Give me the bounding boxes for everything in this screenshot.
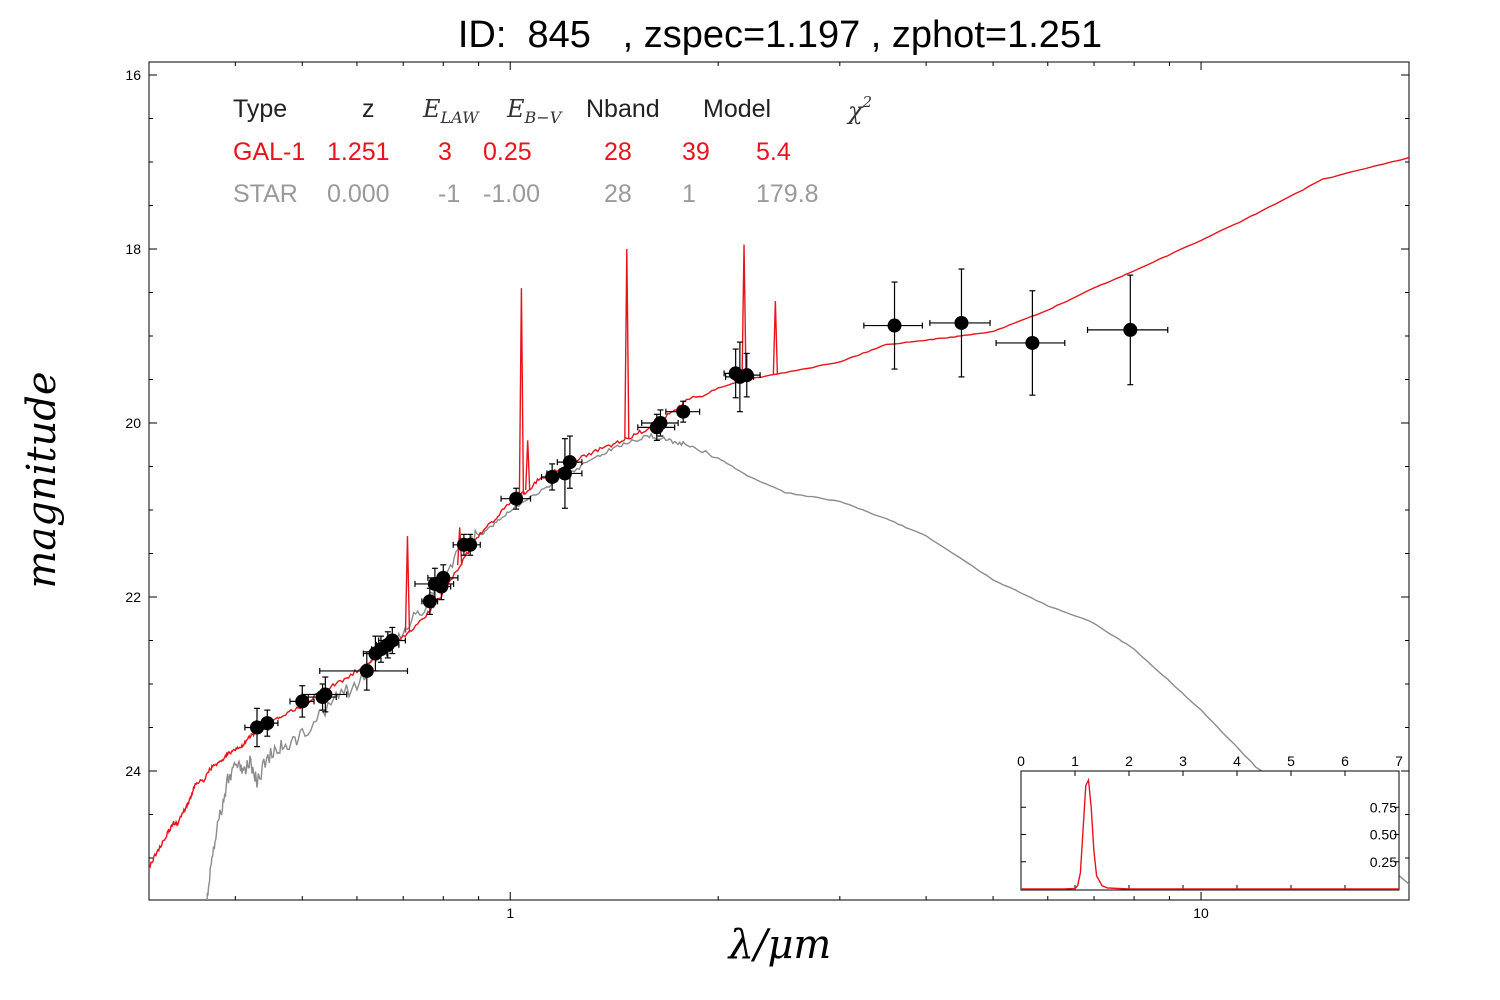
data-marker — [653, 416, 668, 430]
axis-ticks — [149, 62, 1410, 900]
photometry-point — [500, 487, 532, 510]
emission-line — [624, 248, 630, 439]
data-marker — [562, 455, 577, 470]
inset-x-tick-label: 0 — [1017, 753, 1025, 769]
photometry-point — [255, 709, 279, 737]
table-cell-type: STAR — [233, 180, 298, 208]
data-marker — [359, 663, 374, 678]
table-header-elaw: ELAW — [422, 95, 480, 127]
photometry-point — [732, 352, 761, 398]
table-cell-model: 1 — [682, 180, 696, 208]
photometry-point — [378, 626, 406, 655]
emission-line — [456, 527, 463, 566]
inset-x-tick-label: 6 — [1341, 753, 1349, 769]
photometry-point — [929, 268, 991, 378]
table-cell-ebv: 0.25 — [483, 138, 532, 166]
data-marker — [260, 716, 275, 731]
table-header-chi2: χ2 — [846, 93, 872, 125]
x-axis-label: λ/μm — [727, 922, 832, 968]
data-marker — [954, 315, 969, 330]
photometry-point — [427, 564, 459, 592]
y-tick-label: 16 — [125, 67, 141, 83]
y-tick-label: 22 — [125, 589, 141, 605]
inset-x-tick-label: 1 — [1071, 753, 1079, 769]
x-tick-label: 1 — [506, 905, 514, 921]
table-header-model: Model — [703, 95, 771, 123]
emission-line — [404, 536, 411, 633]
table-cell-nband: 28 — [604, 138, 632, 166]
data-marker — [887, 318, 902, 333]
table-cell-type: GAL-1 — [233, 138, 305, 166]
y-tick-label: 20 — [125, 415, 141, 431]
table-cell-ebv: -1.00 — [483, 180, 540, 208]
y-tick-label: 24 — [125, 763, 141, 779]
table-cell-z: 1.251 — [327, 138, 390, 166]
y-tick-label: 18 — [125, 241, 141, 257]
data-marker — [422, 594, 437, 609]
table-header-nband: Nband — [586, 95, 660, 123]
photometry-point — [546, 438, 583, 509]
emission-line — [772, 301, 779, 375]
photometry-point — [1086, 274, 1169, 386]
inset-x-tick-label: 5 — [1287, 753, 1295, 769]
inset-x-tick-label: 4 — [1233, 753, 1241, 769]
inset-x-tick-label: 2 — [1125, 753, 1133, 769]
table-cell-chi2: 179.8 — [756, 180, 819, 208]
data-marker — [463, 537, 478, 552]
inset-x-tick-label: 7 — [1395, 753, 1403, 769]
data-marker — [295, 694, 310, 709]
table-cell-elaw: -1 — [438, 180, 460, 208]
photometry-point — [301, 676, 348, 713]
table-cell-model: 39 — [682, 138, 710, 166]
emission-line — [518, 288, 525, 495]
table-header-ebv: EB−V — [506, 95, 563, 127]
photometry-point — [556, 435, 583, 489]
star-model-line — [206, 432, 1409, 900]
photometry-point — [995, 290, 1066, 396]
x-tick-label: 10 — [1193, 905, 1209, 921]
table-cell-chi2: 5.4 — [756, 138, 791, 166]
photometry-point — [459, 533, 481, 556]
data-marker — [739, 368, 754, 383]
table-header-type: Type — [233, 95, 287, 123]
table-cell-nband: 28 — [604, 180, 632, 208]
photometry-point — [641, 409, 679, 437]
inset-frame — [1020, 770, 1400, 891]
chart-title: ID: 845 , zspec=1.197 , zphot=1.251 — [457, 14, 1103, 56]
redshift-pdf-inset: 0 1 2 3 4 5 6 7 0.25 0.50 0.75 — [1017, 753, 1403, 891]
y-axis-label: magnitude — [19, 371, 65, 588]
table-cell-elaw: 3 — [438, 138, 452, 166]
photometry-point — [863, 281, 923, 370]
data-marker — [676, 404, 691, 419]
photometry-point — [421, 587, 439, 616]
emission-line — [524, 440, 531, 490]
data-marker — [318, 687, 333, 702]
plot-frame — [148, 61, 1410, 901]
photometry-point — [665, 400, 701, 423]
series-layer — [149, 156, 1409, 900]
photometry-point — [289, 685, 315, 718]
photometry-points — [244, 268, 1169, 748]
table-cell-z: 0.000 — [327, 180, 390, 208]
table-header-z: z — [362, 95, 375, 123]
inset-y-tick-label: 0.25 — [1370, 854, 1397, 870]
inset-x-tick-label: 3 — [1179, 753, 1187, 769]
photometry-point — [319, 651, 409, 691]
data-marker — [385, 633, 400, 648]
inset-y-tick-label: 0.75 — [1370, 799, 1397, 815]
data-marker — [509, 491, 524, 506]
data-marker — [557, 466, 572, 481]
fit-table: Type z ELAW EB−V Nband Model χ2 GAL-1 1.2… — [233, 93, 872, 208]
data-marker — [1025, 335, 1040, 350]
data-marker — [1123, 322, 1138, 337]
pdf-line — [1021, 777, 1399, 890]
data-marker — [436, 570, 451, 585]
inset-y-tick-label: 0.50 — [1370, 827, 1397, 843]
emission-line — [741, 244, 747, 381]
